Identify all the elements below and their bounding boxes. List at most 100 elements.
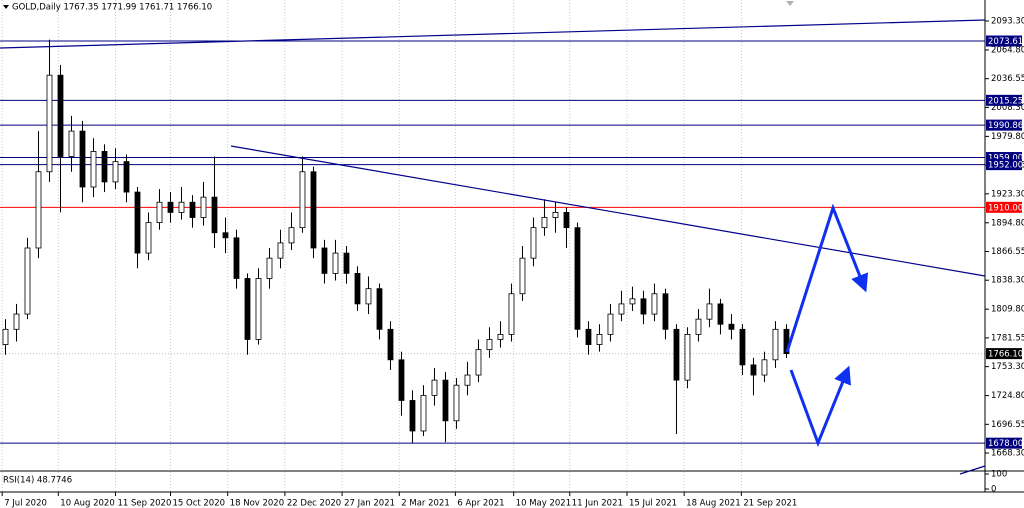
y-tick-label: 1668.30	[991, 449, 1024, 459]
rsi-trend-line	[959, 465, 986, 475]
candle-body	[145, 222, 152, 254]
rsi-label: RSI(14) 48.7746	[3, 476, 72, 486]
candle-body	[332, 252, 339, 274]
candle-body	[640, 298, 647, 315]
candle-body	[398, 359, 405, 401]
candle-body	[343, 252, 350, 274]
candle-body	[673, 328, 680, 381]
candle-body	[530, 227, 537, 259]
level-label: 1910.00	[988, 203, 1023, 213]
candle-body	[508, 293, 515, 335]
candle-body	[101, 151, 108, 183]
axes: 7 Jul 2020 10 Aug 2020 11 Sep 2020 15 Oct 2…	[1, 17, 1024, 508]
menu-icon	[3, 5, 9, 9]
level-label: 1990.86	[988, 121, 1023, 131]
candle-body	[112, 161, 119, 183]
x-tick-label: 11 Jun 2021	[572, 499, 623, 508]
candle-body	[266, 257, 273, 279]
level-label: 2015.25	[988, 96, 1023, 106]
candle-body	[596, 333, 603, 345]
candle-body	[618, 303, 625, 315]
x-tick-label: 21 Sep 2021	[743, 499, 797, 508]
candle-body	[431, 379, 438, 396]
level-label-box	[986, 201, 1022, 213]
candle-body	[486, 339, 493, 351]
levels	[0, 40, 985, 444]
candle-body	[277, 242, 284, 259]
y-tick-label: 1724.80	[991, 391, 1024, 401]
candle-body	[717, 303, 724, 325]
candle-body	[189, 201, 196, 218]
level-label-box	[986, 159, 1022, 171]
shift-marker	[786, 1, 794, 6]
candle-body	[651, 293, 658, 315]
x-tick-label: 6 Apr 2021	[457, 499, 504, 508]
x-tick-label: 10 Aug 2020	[60, 499, 114, 508]
y-tick-label: 2036.55	[991, 74, 1024, 84]
candle-body	[695, 318, 702, 335]
x-tick-label: 7 Jul 2020	[4, 499, 47, 508]
x-tick-label: 15 Oct 2020	[172, 499, 225, 508]
candle-body	[123, 161, 130, 193]
candle-body	[35, 171, 42, 249]
projection-arrow	[789, 365, 851, 448]
candle-body	[761, 359, 768, 376]
y-tick-label: 1923.30	[991, 189, 1024, 199]
y-tick-label: 1894.80	[991, 218, 1024, 228]
candle-body	[563, 212, 570, 229]
candle-body	[2, 328, 9, 345]
candle-body	[354, 273, 361, 305]
level-label-box	[986, 94, 1022, 106]
candle-body	[541, 217, 548, 229]
candle-body	[409, 400, 416, 432]
chart-title: GOLD,Daily 1767.35 1771.99 1761.71 1766.…	[12, 3, 212, 13]
trend-line	[0, 19, 986, 49]
candle-body	[200, 196, 207, 218]
candle-body	[585, 328, 592, 345]
x-tick-label: 2 Mar 2021	[401, 499, 449, 508]
y-tick-label: 2093.30	[991, 17, 1024, 27]
candle-body	[288, 227, 295, 244]
x-tick-label: 18 Aug 2021	[686, 499, 740, 508]
x-tick-label: 15 Jul 2021	[629, 499, 677, 508]
y-tick-label: 1753.30	[991, 362, 1024, 372]
level-label: 1678.00	[988, 439, 1023, 449]
candle-body	[464, 374, 471, 386]
level-label-box	[986, 348, 1022, 360]
x-tick-label: 10 May 2021	[516, 499, 571, 508]
y-tick-label: 1781.55	[991, 333, 1024, 343]
candle-body	[211, 196, 218, 234]
y-tick-label: 1866.55	[991, 247, 1024, 257]
candle-body	[607, 313, 614, 335]
x-tick-label: 18 Nov 2020	[230, 499, 284, 508]
trend-line	[230, 145, 986, 277]
candle-body	[684, 333, 691, 381]
candle-body	[453, 384, 460, 422]
level-label-box	[986, 152, 1022, 164]
y-tick-label: 2064.80	[991, 45, 1024, 55]
candle-body	[739, 328, 746, 366]
candle-body	[13, 313, 20, 330]
candle-body	[728, 323, 735, 330]
candle-body	[321, 247, 328, 274]
y-tick-label: 1979.80	[991, 132, 1024, 142]
candle-body	[376, 288, 383, 330]
candle-body	[178, 201, 185, 213]
rsi-tick-label: 100	[991, 470, 1007, 480]
x-tick-label: 22 Dec 2020	[287, 499, 341, 508]
x-tick-label: 11 Sep 2020	[117, 499, 171, 508]
candle-body	[57, 74, 64, 157]
rsi-tick-label: 0	[991, 485, 996, 495]
candle-body	[222, 232, 229, 239]
candle-body	[90, 151, 97, 188]
candle-body	[365, 288, 372, 305]
candle-body	[387, 328, 394, 361]
candle-body	[255, 278, 262, 340]
level-label-box	[986, 35, 1022, 47]
y-tick-label: 2008.30	[991, 103, 1024, 113]
projection-arrow	[785, 203, 869, 353]
candle-body	[574, 227, 581, 330]
candle-body	[79, 130, 86, 188]
candle-body	[519, 257, 526, 295]
